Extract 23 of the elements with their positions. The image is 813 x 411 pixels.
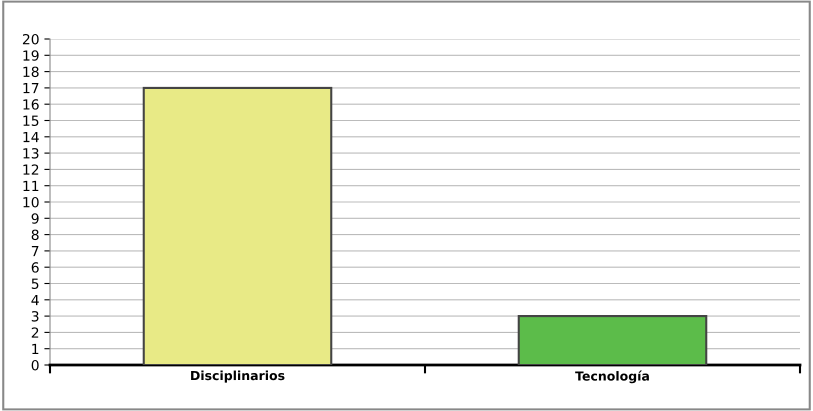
y-tick-label: 12 [23,164,38,175]
y-tick-label: 16 [23,99,39,110]
y-tick-label: 3 [32,311,38,322]
y-tick-label: 6 [32,262,39,273]
y-tick-label: 9 [32,213,39,224]
x-tick-label: Tecnología [575,370,649,384]
y-tick-label: 8 [32,230,39,240]
y-tick-label: 2 [32,327,38,338]
y-tick-label: 17 [23,83,38,94]
y-tick-label: 15 [23,116,38,126]
y-tick-label: 0 [32,360,39,370]
y-tick-label: 18 [23,66,39,78]
y-tick-label: 11 [23,180,38,191]
y-tick-label: 4 [31,294,39,306]
x-tick-label: Disciplinarios [191,370,284,383]
y-tick-label: 13 [23,148,38,159]
y-tick-label: 10 [23,196,39,208]
y-tick-label: 5 [32,278,38,289]
y-tick-label: 7 [32,246,38,256]
y-tick-label: 1 [32,344,38,354]
y-tick-label: 14 [23,132,39,142]
y-tick-label: 20 [22,34,39,44]
y-tick-label: 19 [23,50,39,61]
